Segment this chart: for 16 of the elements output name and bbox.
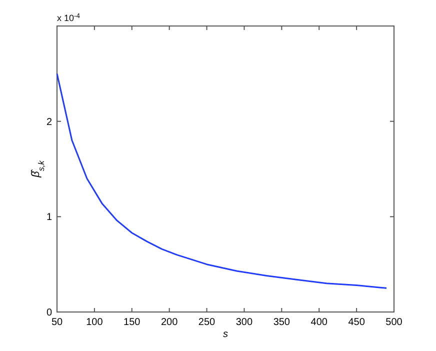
x-tick-label: 50 xyxy=(51,317,63,328)
x-tick-label: 450 xyxy=(348,317,366,328)
x-tick-label: 300 xyxy=(236,317,253,328)
text: x 10$^{-4}$ xyxy=(57,12,80,23)
x-tick-label: 100 xyxy=(86,317,104,328)
y-tick-label: 1 xyxy=(46,212,52,224)
x-axis-title: s xyxy=(223,329,228,340)
y-tick-label: 2 xyxy=(46,116,52,128)
x-tick-label: 200 xyxy=(160,317,178,328)
x-tick-label: 150 xyxy=(124,317,141,328)
x-tick-label: 250 xyxy=(198,317,216,328)
x-tick-label: 400 xyxy=(310,317,328,328)
y-tick-label: 0 xyxy=(46,308,52,318)
x-tick-label: 500 xyxy=(386,317,403,328)
line-series xyxy=(56,72,388,289)
x-tick-label: 350 xyxy=(273,317,290,328)
